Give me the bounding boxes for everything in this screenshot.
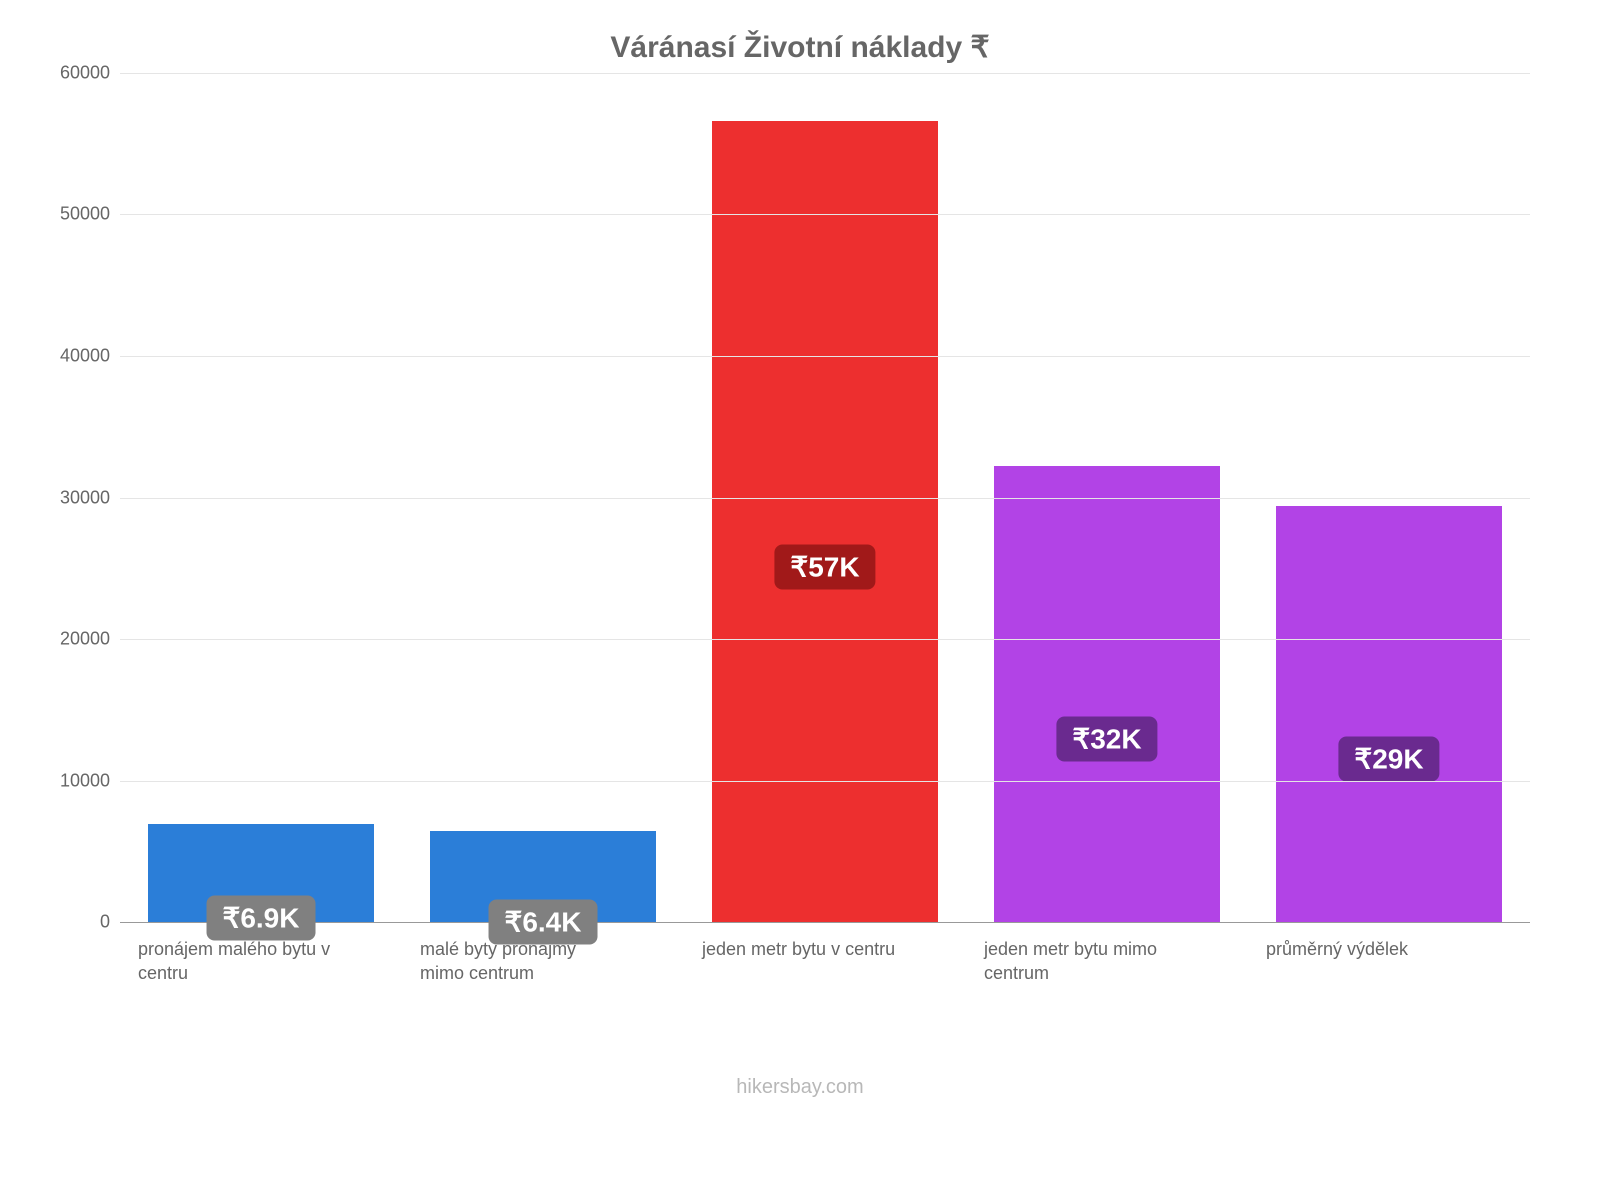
- bar: ₹29K: [1276, 506, 1502, 922]
- value-badge: ₹6.9K: [207, 896, 316, 941]
- x-tick-label: jeden metr bytu v centru: [702, 937, 902, 961]
- x-axis: pronájem malého bytu v centru malé byty p…: [120, 923, 1530, 986]
- y-tick-label: 30000: [40, 487, 110, 508]
- bar: ₹6.9K: [148, 824, 374, 922]
- value-badge: ₹57K: [774, 544, 875, 589]
- plot-area: ₹6.9K₹6.4K₹57K₹32K₹29K 01000020000300004…: [120, 73, 1530, 923]
- grid-line: [120, 781, 1530, 782]
- bar: ₹32K: [994, 466, 1220, 922]
- y-tick-label: 20000: [40, 628, 110, 649]
- y-tick-label: 40000: [40, 345, 110, 366]
- chart-title: Váránasí Životní náklady ₹: [40, 30, 1560, 65]
- value-badge: ₹32K: [1056, 717, 1157, 762]
- grid-line: [120, 498, 1530, 499]
- y-tick-label: 0: [40, 912, 110, 933]
- footer-credit: hikersbay.com: [40, 1076, 1560, 1099]
- y-tick-label: 50000: [40, 204, 110, 225]
- bar: ₹57K: [712, 121, 938, 922]
- x-tick-slot: jeden metr bytu mimo centrum: [966, 923, 1248, 986]
- y-tick-label: 60000: [40, 63, 110, 84]
- y-tick-label: 10000: [40, 770, 110, 791]
- x-tick-slot: průměrný výdělek: [1248, 923, 1530, 986]
- x-tick-slot: jeden metr bytu v centru: [684, 923, 966, 986]
- x-tick-label: průměrný výdělek: [1266, 937, 1466, 961]
- bar: ₹6.4K: [430, 831, 656, 922]
- value-badge: ₹29K: [1338, 737, 1439, 782]
- x-tick-label: jeden metr bytu mimo centrum: [984, 937, 1184, 986]
- chart-container: Váránasí Životní náklady ₹ ₹6.9K ₹6.4K ₹57…: [0, 0, 1600, 1200]
- grid-line: [120, 639, 1530, 640]
- grid-line: [120, 73, 1530, 74]
- x-tick-label: pronájem malého bytu v centru: [138, 937, 338, 986]
- value-badge: ₹6.4K: [489, 899, 598, 944]
- grid-line: [120, 356, 1530, 357]
- grid-line: [120, 214, 1530, 215]
- x-tick-label: malé byty pronájmy mimo centrum: [420, 937, 620, 986]
